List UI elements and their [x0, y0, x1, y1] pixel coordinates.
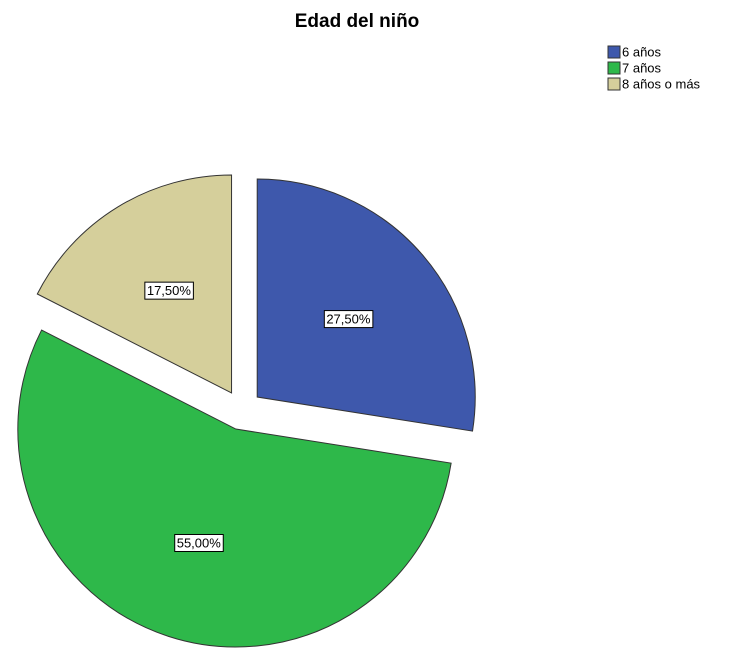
legend-label: 8 años o más	[622, 76, 701, 91]
data-label-text: 17,50%	[147, 283, 192, 298]
pie-slice	[36, 174, 233, 394]
legend-swatch	[607, 45, 621, 59]
data-label: 27,50%	[323, 310, 374, 329]
chart-title: Edad del niño	[295, 11, 420, 32]
data-label-text: 27,50%	[326, 312, 371, 327]
pie-slice	[17, 329, 452, 648]
data-label-box	[174, 533, 224, 552]
legend-label: 7 años	[622, 60, 662, 75]
data-label-box	[144, 281, 194, 300]
data-label: 55,00%	[174, 533, 224, 552]
data-label-text: 55,00%	[177, 535, 222, 550]
pie-slice	[256, 178, 476, 432]
legend-swatch	[607, 61, 621, 75]
legend-label: 6 años	[622, 44, 662, 59]
data-label-box	[323, 310, 374, 329]
legend-swatch	[607, 77, 621, 91]
data-label: 17,50%	[144, 281, 194, 300]
